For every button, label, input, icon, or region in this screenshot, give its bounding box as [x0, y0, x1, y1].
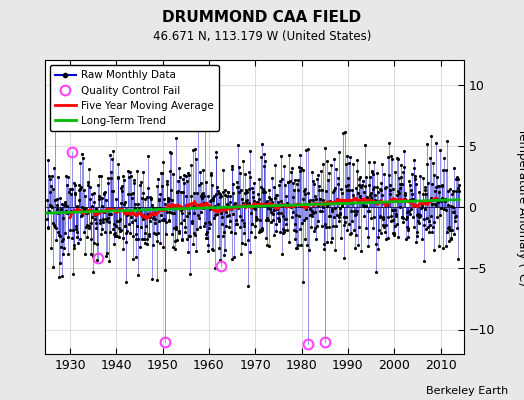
- Text: DRUMMOND CAA FIELD: DRUMMOND CAA FIELD: [162, 10, 362, 25]
- Legend: Raw Monthly Data, Quality Control Fail, Five Year Moving Average, Long-Term Tren: Raw Monthly Data, Quality Control Fail, …: [50, 65, 219, 131]
- Text: 46.671 N, 113.179 W (United States): 46.671 N, 113.179 W (United States): [153, 30, 371, 43]
- Text: Berkeley Earth: Berkeley Earth: [426, 386, 508, 396]
- Y-axis label: Temperature Anomaly (°C): Temperature Anomaly (°C): [516, 128, 524, 286]
